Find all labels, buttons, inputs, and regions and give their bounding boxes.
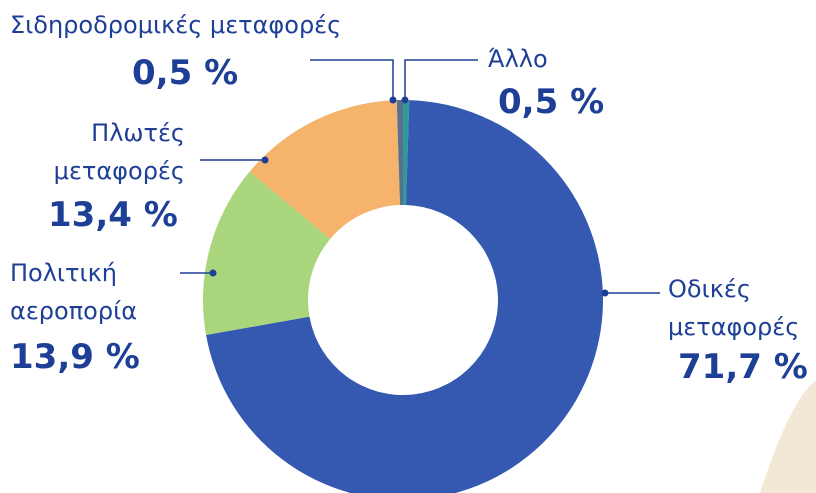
category-label: Πολιτική αεροπορία [10,254,170,330]
leader-line [405,60,478,100]
leader-dot [262,157,269,164]
value-label: 71,7 % [678,347,808,387]
leader-dot [390,97,397,104]
value-label: 0,5 % [498,82,604,122]
leader-dot [402,97,409,104]
value-label: 13,9 % [10,337,140,377]
chart-canvas [0,0,816,493]
leader-dot [602,290,609,297]
category-label: Άλλο [488,40,608,78]
decor-shape [760,380,816,493]
leader-dot [210,270,217,277]
value-label: 0,5 % [132,53,238,93]
category-label: Οδικές μεταφορές [668,270,808,346]
leader-line [310,60,393,100]
category-label: Σιδηροδρομικές μεταφορές [10,6,380,44]
category-label: Πλωτές μεταφορές [40,114,185,190]
value-label: 13,4 % [48,195,178,235]
chart: Άλλο 0,5 % Οδικές μεταφορές71,7 % Πολιτική … [0,0,816,493]
